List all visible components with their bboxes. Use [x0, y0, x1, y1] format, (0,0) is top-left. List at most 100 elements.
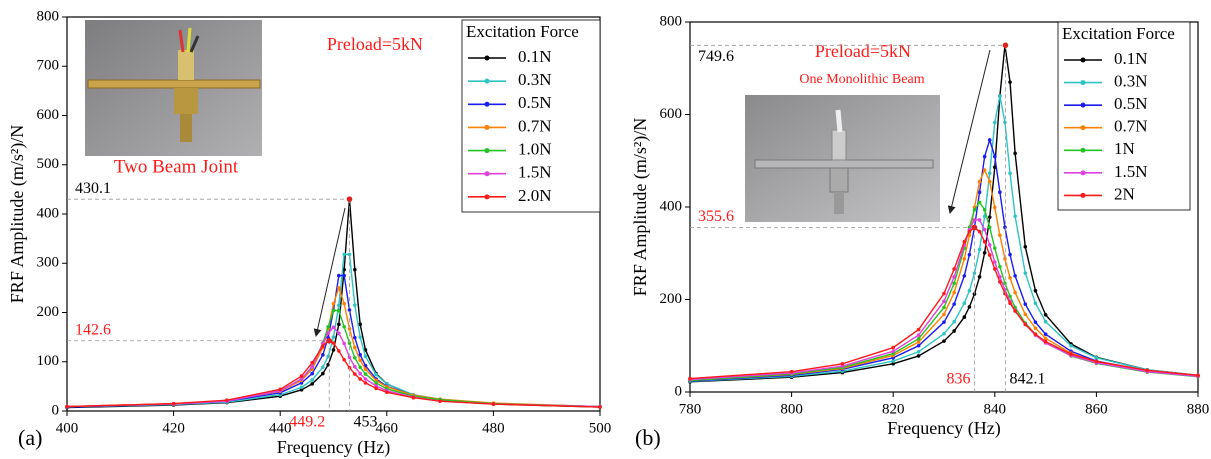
data-point [1043, 336, 1048, 341]
data-point [942, 331, 946, 336]
data-point [987, 253, 992, 257]
data-point [1069, 352, 1073, 356]
x-tick-label: 800 [780, 401, 803, 417]
data-point [353, 303, 357, 307]
data-point [891, 349, 895, 354]
data-point [358, 353, 362, 357]
data-point [363, 377, 368, 381]
data-point [331, 348, 336, 352]
data-point [491, 402, 496, 406]
data-point [967, 252, 972, 257]
data-point [977, 200, 982, 205]
annotation: Preload=5kN [327, 34, 423, 54]
data-point [916, 327, 921, 332]
series-line [66, 309, 601, 408]
data-point [1023, 244, 1028, 249]
data-point [353, 345, 357, 350]
legend-swatch-dot [1080, 147, 1086, 153]
data-point [962, 301, 967, 306]
y-axis-label: FRF Amplitude (m/s²)/N [7, 125, 28, 303]
data-point [278, 387, 283, 392]
reference-x-label: 836 [946, 371, 970, 388]
data-point [987, 243, 992, 247]
x-tick-label: 420 [162, 420, 185, 436]
data-point [916, 349, 921, 354]
data-point [916, 354, 921, 358]
data-point [411, 395, 416, 400]
photo-monolithic-beam [745, 95, 940, 222]
data-point [342, 301, 346, 306]
data-point [998, 190, 1002, 194]
legend-swatch-dot [1080, 125, 1086, 131]
data-point [1023, 322, 1028, 327]
data-point [1008, 294, 1012, 299]
data-point [993, 267, 997, 271]
data-point [171, 401, 176, 406]
legend-title: Excitation Force [1062, 24, 1175, 43]
data-point [1008, 171, 1012, 176]
x-tick-label: 780 [679, 401, 702, 417]
data-point [358, 365, 362, 369]
data-point [363, 354, 368, 359]
data-point [987, 179, 992, 184]
peak-marker [971, 224, 978, 231]
data-point [916, 337, 921, 341]
legend-label: 0.5N [518, 93, 552, 112]
annotation: Two Beam Joint [114, 156, 239, 177]
data-point [987, 215, 992, 219]
data-point [789, 369, 794, 374]
data-point [977, 229, 982, 234]
reference-y-label: 355.6 [698, 208, 734, 225]
data-point [1033, 301, 1038, 306]
reference-y-label: 749.6 [698, 48, 734, 65]
legend-label: 0.3N [518, 70, 552, 89]
data-point [310, 382, 314, 386]
data-point [353, 372, 357, 376]
data-point [598, 405, 602, 409]
peak-marker [326, 337, 333, 344]
trend-arrow [947, 49, 991, 214]
data-point [299, 377, 304, 381]
data-point [993, 154, 997, 159]
data-point [310, 360, 314, 365]
data-point [374, 381, 378, 385]
x-tick-label: 840 [984, 401, 1007, 417]
data-point [977, 247, 982, 252]
data-point [1033, 326, 1038, 330]
panel: 0 100 200 300 400 500 600 700 800 400 420 440 460 480… [7, 8, 611, 458]
data-point [993, 205, 997, 210]
x-tick-label: 400 [56, 420, 79, 436]
data-point [1013, 309, 1017, 313]
data-point [1013, 274, 1017, 278]
data-point [1013, 214, 1017, 219]
data-point [952, 267, 956, 271]
data-point [331, 308, 336, 313]
x-tick-label: 880 [1187, 401, 1210, 417]
data-point [891, 361, 895, 366]
y-tick-label: 400 [37, 205, 60, 221]
data-point [310, 378, 314, 382]
data-point [331, 335, 336, 339]
data-point [1023, 312, 1028, 317]
data-point [331, 301, 336, 306]
data-point [1008, 252, 1012, 257]
data-point [977, 190, 982, 194]
y-tick-label: 200 [660, 291, 683, 307]
data-point [982, 250, 987, 255]
peak-marker [1002, 42, 1009, 49]
y-tick-label: 200 [37, 304, 60, 320]
y-tick-label: 300 [37, 255, 60, 271]
data-point [942, 312, 946, 317]
data-point [358, 358, 362, 363]
data-point [321, 371, 325, 376]
legend-label: 1.0N [518, 139, 552, 158]
data-point [299, 374, 304, 378]
reference-y-label: 430.1 [75, 180, 111, 197]
legend-label: 0.1N [518, 47, 552, 66]
data-point [342, 252, 346, 257]
legend-swatch-dot [1080, 57, 1086, 63]
x-tick-label: 480 [482, 420, 505, 436]
data-point [916, 340, 921, 344]
data-point [337, 322, 341, 327]
legend-swatch-dot [484, 194, 490, 200]
